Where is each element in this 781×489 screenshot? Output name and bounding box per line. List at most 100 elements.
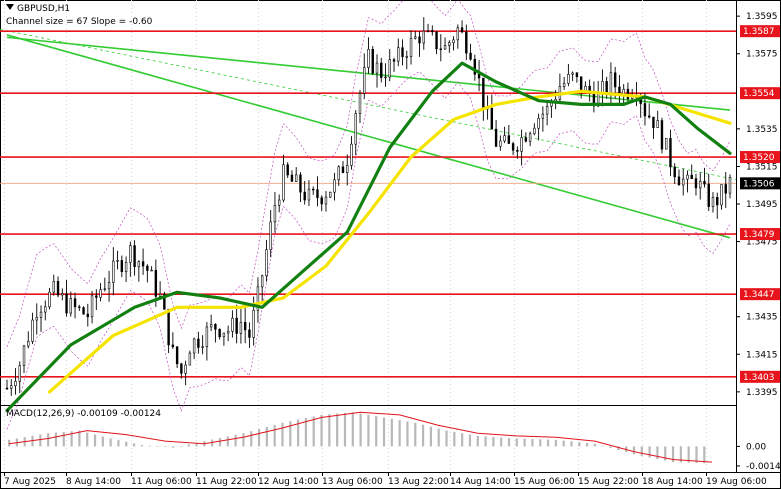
macd-bar [265, 426, 268, 447]
candle-body [405, 56, 408, 58]
x-tick-label: 8 Aug 14:00 [66, 477, 121, 487]
macd-bar [461, 433, 464, 447]
y-tick-label: 1.3415 [746, 350, 778, 360]
macd-bar [281, 422, 284, 447]
macd-bar [476, 435, 479, 447]
macd-bar [468, 434, 472, 447]
candle-body [354, 113, 357, 145]
channel-mid-line [0, 28, 737, 180]
candle-body [371, 49, 374, 74]
y-tick-label: 1.3595 [746, 12, 778, 22]
candle-body [99, 289, 102, 298]
x-tick-label: 14 Aug 14:00 [450, 477, 511, 487]
macd-bar [172, 446, 175, 448]
macd-bar [101, 436, 104, 447]
candle-body [95, 295, 98, 298]
candle-body [188, 352, 192, 366]
candle-body [239, 322, 243, 334]
moving-average-yellow [47, 89, 732, 394]
candle-body [711, 197, 715, 207]
candle-body [192, 338, 196, 354]
candle-body [494, 128, 498, 147]
candle-body [167, 308, 170, 346]
candle-body [460, 27, 464, 33]
candle-body [490, 108, 494, 130]
level-label: 1.3587 [743, 27, 775, 37]
candle-body [686, 174, 689, 180]
macd-bar [86, 432, 89, 447]
macd-bar [632, 446, 636, 455]
candle-body [141, 261, 145, 267]
macd-bar [664, 446, 667, 461]
macd-bar [429, 426, 432, 447]
candle-body [456, 27, 460, 41]
candle-body [533, 127, 536, 135]
candle-body [48, 291, 51, 308]
candle-body [567, 74, 570, 84]
current-price-tag [740, 177, 780, 190]
candle-body [214, 324, 217, 330]
candle-body [503, 135, 506, 142]
macd-bar [406, 421, 409, 447]
candle-body [392, 59, 396, 62]
macd-bar [437, 428, 440, 447]
macd-bar [70, 431, 73, 447]
level-tag [740, 87, 780, 100]
candle-body [716, 197, 719, 206]
candle-body [601, 81, 604, 93]
candle-body [120, 260, 124, 273]
macd-bar [500, 437, 503, 447]
candle-body [571, 72, 574, 75]
macd-bar [93, 434, 97, 447]
candle-body [65, 293, 68, 314]
candle-body [439, 48, 442, 50]
candle-body [384, 76, 387, 79]
candle-body [299, 174, 302, 193]
macd-bar [289, 421, 292, 447]
macd-bar [343, 412, 347, 447]
macd-bar [117, 440, 120, 447]
candle-body [346, 165, 349, 173]
candle-body [35, 317, 38, 321]
y-tick-label: 1.3575 [746, 50, 778, 60]
candle-body [27, 341, 30, 347]
candle-body [69, 298, 72, 314]
macd-bar [515, 438, 518, 447]
candle-body [56, 281, 60, 296]
candle-body [180, 363, 183, 374]
candle-body [414, 36, 417, 39]
candle-body [307, 188, 311, 201]
macd-bar [523, 438, 526, 447]
macd-bar [445, 430, 448, 447]
candle-body [452, 39, 455, 43]
candle-body [609, 72, 613, 94]
macd-bar [492, 436, 495, 447]
macd-bar [398, 420, 401, 447]
macd-bar [320, 414, 323, 447]
candle-body [388, 59, 391, 78]
candle-body [312, 188, 315, 191]
candle-body [431, 30, 434, 33]
candle-body [333, 179, 336, 193]
y-tick-label: 1.3395 [746, 388, 778, 398]
candle-body [218, 328, 221, 338]
macd-bar [484, 436, 487, 447]
macd-bar [679, 446, 682, 463]
macd-bar [382, 417, 386, 447]
symbol-title: GBPUSD,H1 [6, 4, 70, 14]
candle-body [197, 338, 200, 348]
level-tag [740, 370, 780, 383]
level-tag [740, 288, 780, 301]
candle-body [107, 282, 111, 290]
symbol-label: GBPUSD,H1 [17, 4, 71, 14]
candle-body [482, 77, 485, 109]
candle-body [358, 93, 362, 114]
candle-body [320, 197, 323, 205]
macd-bar [273, 424, 276, 447]
macd-bar [257, 429, 261, 447]
macd-bar [593, 443, 597, 447]
level-tag [740, 25, 780, 38]
macd-bar [39, 434, 42, 447]
x-tick-label: 15 Aug 06:00 [514, 477, 575, 487]
